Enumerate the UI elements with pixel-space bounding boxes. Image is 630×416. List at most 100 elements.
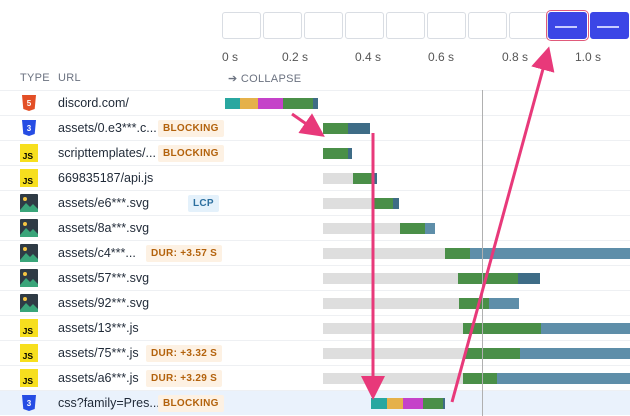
request-row[interactable]: 3 assets/0.e3***.c... BLOCKING [0,115,630,140]
waterfall-segment [323,148,348,159]
duration-badge: DUR: +3.32 S [146,345,223,362]
svg-text:3: 3 [27,124,32,133]
filmstrip-frame[interactable] [427,12,466,39]
collapse-button[interactable]: ➔ COLLAPSE [228,73,302,85]
request-url[interactable]: assets/75***.js [58,346,139,360]
waterfall-segment [348,148,352,159]
lcp-marker-line [482,90,483,416]
waterfall-segment [425,223,435,234]
waterfall-segment [323,123,348,134]
js-icon: JS [20,319,38,337]
waterfall-segment [323,323,463,334]
filmstrip-frame[interactable] [509,12,548,39]
waterfall-segment [393,198,399,209]
waterfall-segment [403,398,423,409]
svg-text:3: 3 [27,399,32,408]
waterfall-segment [423,398,443,409]
waterfall-segment [323,273,458,284]
request-url[interactable]: assets/8a***.svg [58,221,150,235]
waterfall-segment [323,198,373,209]
filmstrip-frame[interactable] [345,12,384,39]
waterfall-segment [541,323,630,334]
request-row[interactable]: JS assets/a6***.js DUR: +3.29 S [0,365,630,390]
request-row[interactable]: 3 css?family=Pres... BLOCKING [0,390,630,415]
filmstrip-frame[interactable] [222,12,261,39]
request-url[interactable]: assets/c4***... [58,246,136,260]
time-tick: 0.2 s [282,50,309,64]
request-url[interactable]: assets/57***.svg [58,271,150,285]
filmstrip-frame[interactable] [386,12,425,39]
js-icon: JS [20,369,38,387]
time-tick: 0.8 s [502,50,529,64]
duration-badge: DUR: +3.29 S [146,370,223,387]
request-row[interactable]: assets/57***.svg [0,265,630,290]
time-tick: 0 s [222,50,239,64]
request-row[interactable]: assets/92***.svg [0,290,630,315]
image-icon [20,269,38,287]
waterfall-segment [323,223,400,234]
waterfall-segment [313,98,318,109]
css3-icon: 3 [20,119,38,137]
waterfall-segment [371,398,387,409]
request-url[interactable]: assets/92***.svg [58,296,150,310]
js-icon: JS [20,344,38,362]
waterfall-segment [497,373,630,384]
request-row[interactable]: JS assets/75***.js DUR: +3.32 S [0,340,630,365]
lcp-badge: LCP [188,195,219,212]
waterfall-segment [353,173,373,184]
waterfall-segment [323,173,353,184]
duration-badge: DUR: +3.57 S [146,245,223,262]
type-column-header: TYPE [20,72,50,84]
waterfall-segment [373,198,393,209]
waterfall-segment [323,248,445,259]
time-tick: 0.6 s [428,50,455,64]
request-url[interactable]: css?family=Pres... [58,396,160,410]
waterfall-segment [445,248,470,259]
waterfall-segment [458,273,518,284]
request-row[interactable]: JS scripttemplates/... BLOCKING [0,140,630,165]
waterfall-segment [400,223,425,234]
waterfall-segment [463,323,541,334]
request-row[interactable]: 5 discord.com/ [0,90,630,115]
waterfall-segment [387,398,403,409]
request-url[interactable]: assets/0.e3***.c... [58,121,157,135]
html5-icon: 5 [20,94,38,112]
request-url[interactable]: discord.com/ [58,96,129,110]
waterfall-segment [225,98,240,109]
filmstrip-frame[interactable] [468,12,507,39]
filmstrip-frame[interactable] [263,12,302,39]
request-url[interactable]: assets/13***.js [58,321,139,335]
request-row[interactable]: JS assets/13***.js [0,315,630,340]
waterfall-segment [520,348,630,359]
request-url[interactable]: scripttemplates/... [58,146,156,160]
svg-text:JS: JS [23,176,34,186]
waterfall-segment [323,373,463,384]
request-row[interactable]: assets/8a***.svg [0,215,630,240]
waterfall-segment [443,398,445,409]
blocking-badge: BLOCKING [158,145,224,162]
svg-text:JS: JS [23,376,34,386]
url-column-header: URL [58,72,81,84]
request-row[interactable]: JS 669835187/api.js [0,165,630,190]
waterfall-segment [240,98,258,109]
filmstrip-frame[interactable] [304,12,343,39]
filmstrip-frame[interactable] [590,12,629,39]
request-url[interactable]: 669835187/api.js [58,171,154,185]
filmstrip-frame-selected[interactable] [546,10,589,41]
waterfall-segment [373,173,377,184]
svg-text:5: 5 [27,99,32,108]
svg-text:JS: JS [23,351,34,361]
blocking-badge: BLOCKING [158,120,224,137]
request-row[interactable]: assets/c4***... DUR: +3.57 S [0,240,630,265]
waterfall-segment [465,348,520,359]
request-url[interactable]: assets/a6***.js [58,371,139,385]
waterfall-segment [258,98,283,109]
waterfall-segment [283,98,313,109]
request-url[interactable]: assets/e6***.svg [58,196,150,210]
image-icon [20,219,38,237]
css3-icon: 3 [20,394,38,412]
svg-text:JS: JS [23,151,34,161]
svg-text:JS: JS [23,326,34,336]
request-row[interactable]: assets/e6***.svg LCP [0,190,630,215]
time-tick: 0.4 s [355,50,382,64]
